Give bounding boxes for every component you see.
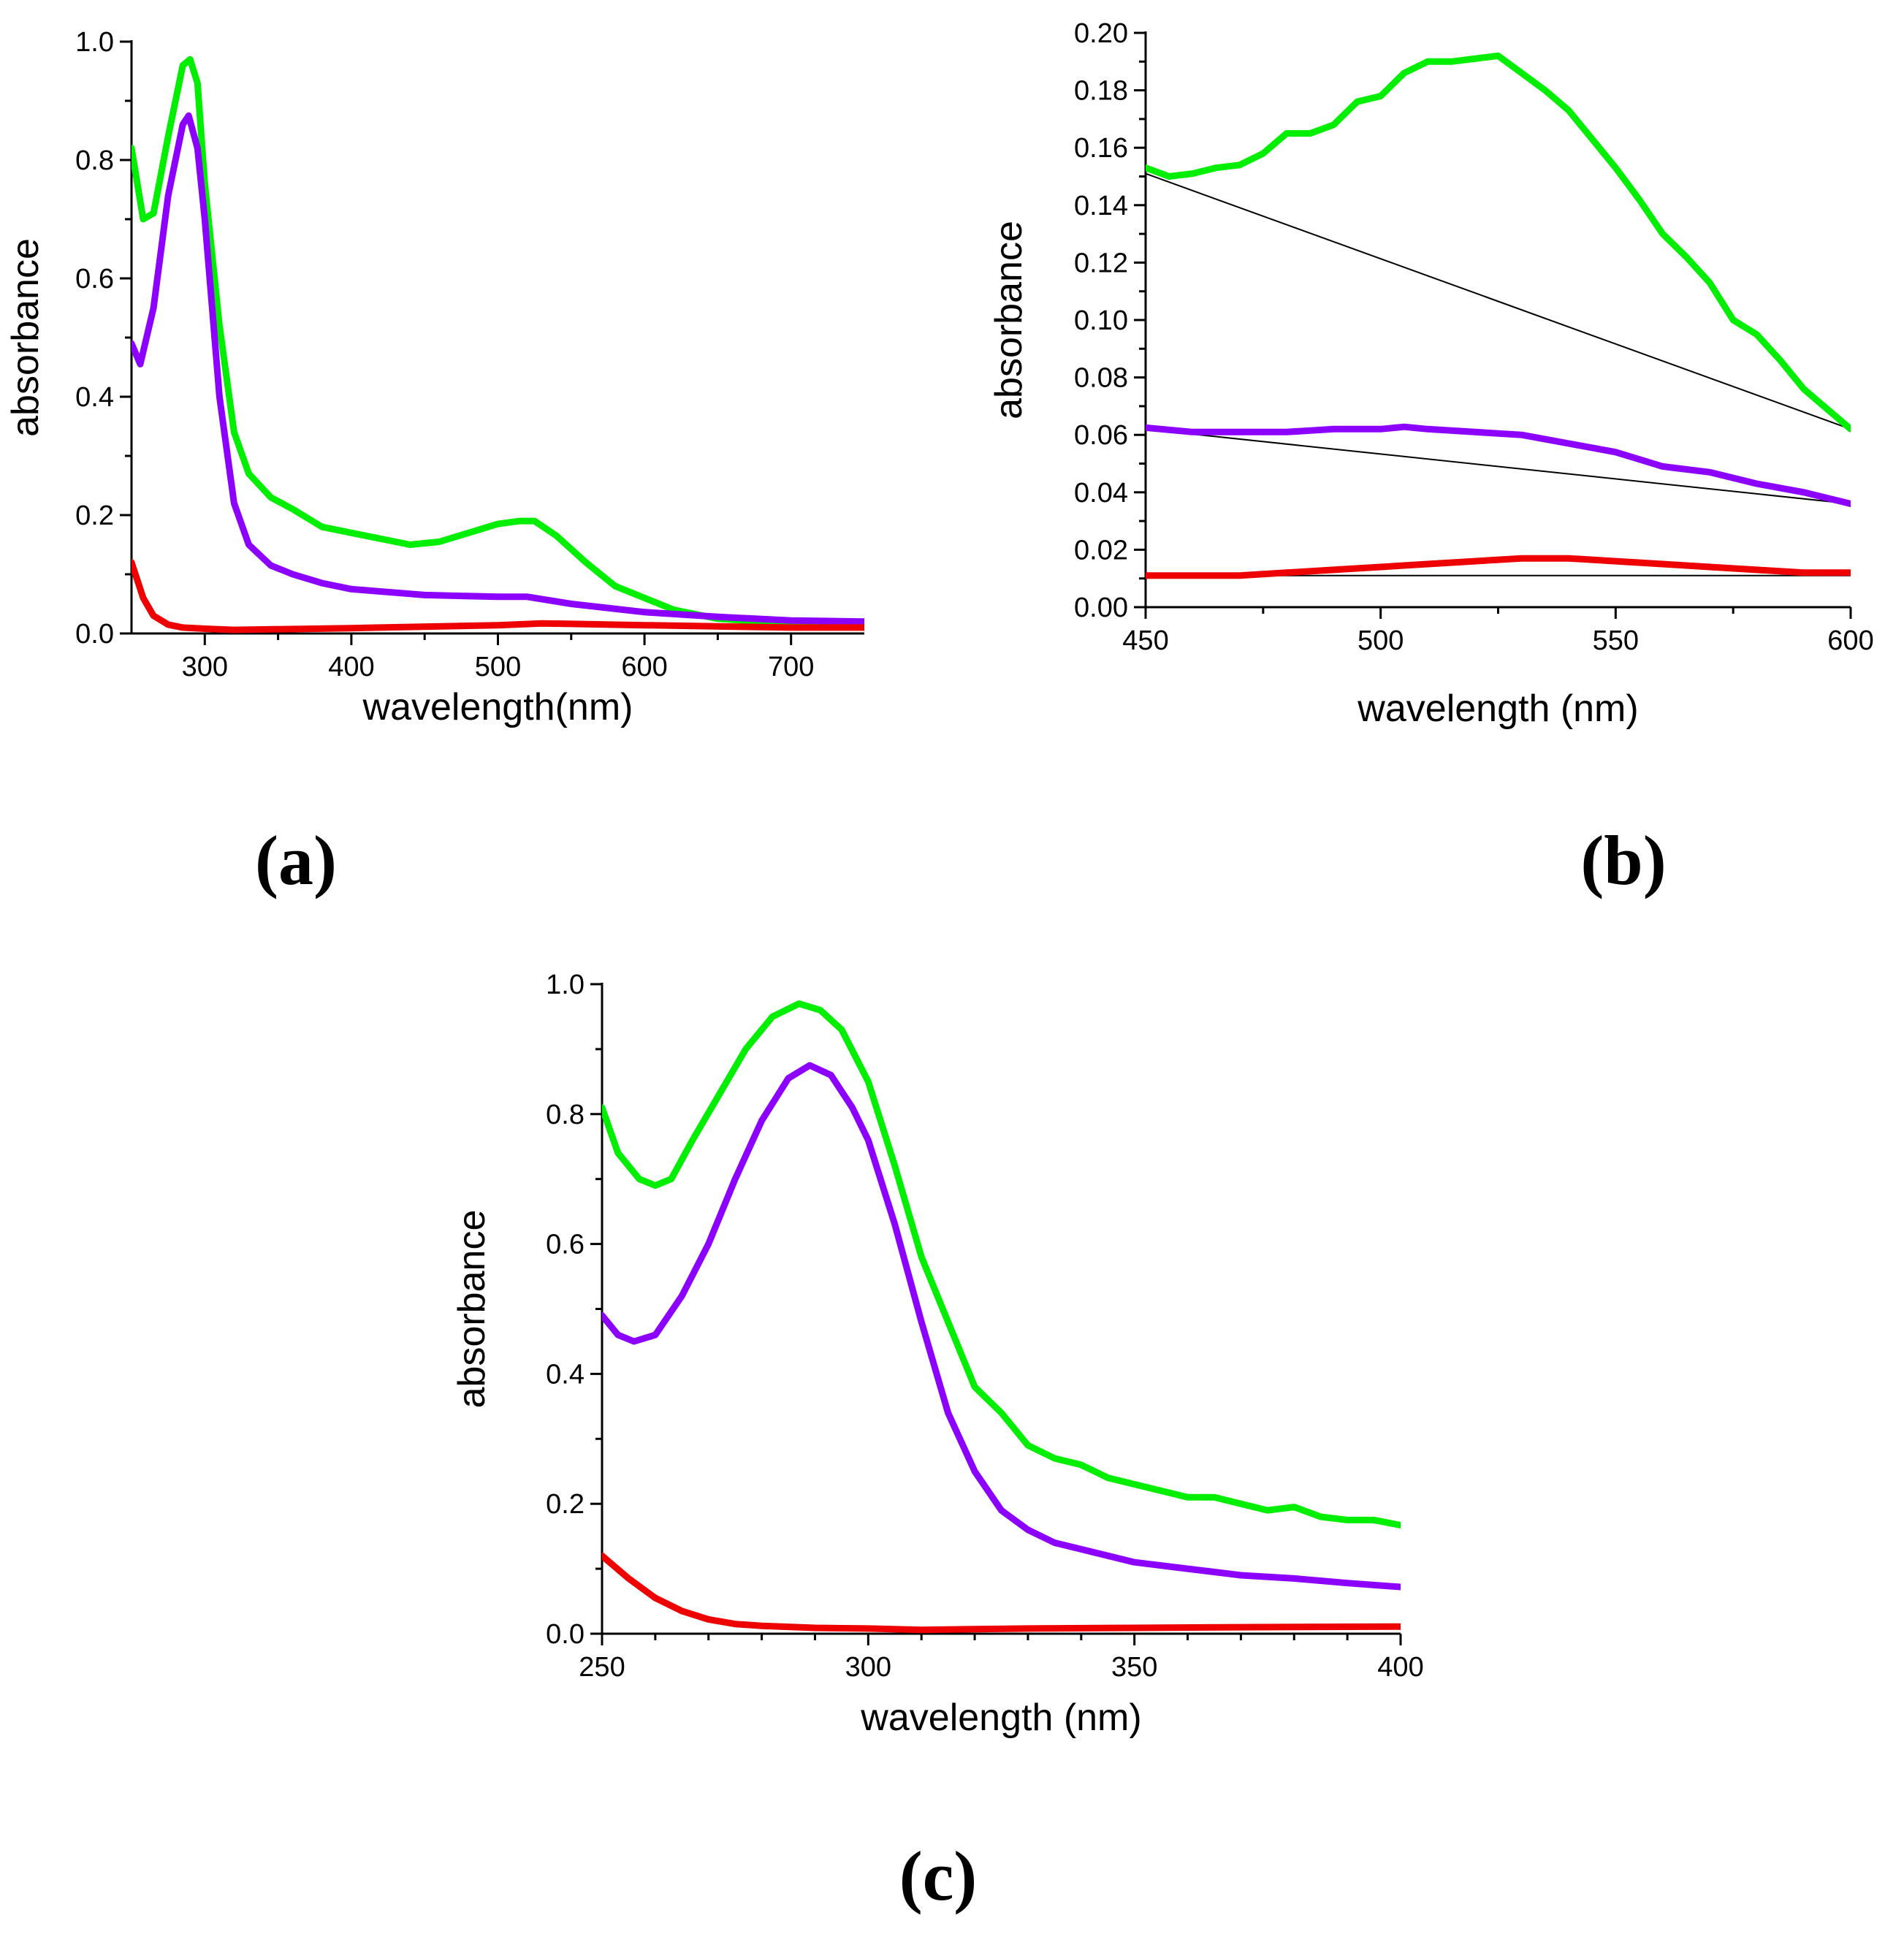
panel-c-label: (c) [899,1837,978,1915]
panel-c-chart: 0.0 0.2 0.4 0.6 0.8 1.0 250 300 350 400 wavelength… [451,970,1424,1739]
y-tick-label-c: 0.2 [546,1489,584,1520]
x-tick-label-a: 600 [621,652,667,682]
green-series-line-a [132,56,864,631]
x-tick-label-c: 350 [1111,1652,1157,1683]
y-tick-label-c: 0.0 [546,1619,584,1650]
violet-series-line-b [1146,423,1851,507]
baseline-line-b [1145,428,1851,505]
y-tick-label-c: 0.6 [546,1230,584,1260]
x-axis-title-a: wavelength(nm) [362,686,633,728]
y-tick-label-a: 0.4 [75,382,114,413]
violet-series-line-c [602,1062,1401,1591]
x-tick-label-a: 700 [768,652,814,682]
y-axis-title-b: absorbance [988,221,1030,419]
y-tick-label-c: 1.0 [546,970,584,1000]
panel-b-label: (b) [1580,821,1666,899]
x-tick-label-a: 500 [475,652,521,682]
y-axis-title-a: absorbance [4,238,47,437]
baseline-line-b [1145,172,1851,430]
red-series-line-a [132,559,864,633]
x-tick-label-a: 400 [328,652,374,682]
x-axis-title-c: wavelength (nm) [860,1697,1141,1739]
y-axis-title-c: absorbance [451,1210,493,1409]
red-series-line-b [1146,555,1851,579]
y-tick-label-b: 0.02 [1074,535,1128,566]
y-tick-label-b: 0.12 [1074,248,1128,278]
y-tick-label-b: 0.20 [1074,18,1128,49]
x-tick-label-a: 300 [182,652,228,682]
violet-series-line-a [132,112,864,625]
x-tick-label-b: 550 [1593,625,1639,656]
x-tick-label-b: 450 [1122,625,1168,656]
y-tick-label-c: 0.4 [546,1359,584,1390]
y-tick-label-b: 0.06 [1074,420,1128,451]
y-tick-label-a: 0.0 [75,619,114,650]
x-tick-label-b: 500 [1357,625,1404,656]
panel-a-chart: 0.0 0.2 0.4 0.6 0.8 1.0 300 400 500 600 700 wavelen… [4,27,864,728]
green-series-line-b [1146,52,1851,433]
y-tick-label-b: 0.14 [1074,191,1128,221]
y-tick-label-b: 0.16 [1074,133,1128,164]
x-tick-label-c: 250 [579,1652,625,1683]
y-tick-label-a: 1.0 [75,27,114,58]
x-tick-label-c: 300 [845,1652,891,1683]
x-tick-label-c: 400 [1377,1652,1423,1683]
y-tick-label-c: 0.8 [546,1100,584,1130]
y-tick-label-a: 0.6 [75,264,114,294]
y-tick-label-b: 0.00 [1074,593,1128,623]
y-tick-label-b: 0.18 [1074,76,1128,107]
y-tick-label-b: 0.08 [1074,363,1128,394]
y-tick-label-b: 0.10 [1074,305,1128,336]
panel-a-label: (a) [255,821,337,899]
green-series-line-c [602,1000,1401,1528]
panel-b-chart: 0.00 0.02 0.04 0.06 0.08 0.10 0.12 0.14 0.16 0.18… [988,18,1874,730]
y-tick-label-b: 0.04 [1074,478,1128,509]
x-axis-title-b: wavelength (nm) [1357,688,1638,730]
x-tick-label-b: 600 [1827,625,1873,656]
red-series-line-c [602,1552,1401,1634]
y-tick-label-a: 0.2 [75,500,114,531]
y-tick-label-a: 0.8 [75,145,114,176]
